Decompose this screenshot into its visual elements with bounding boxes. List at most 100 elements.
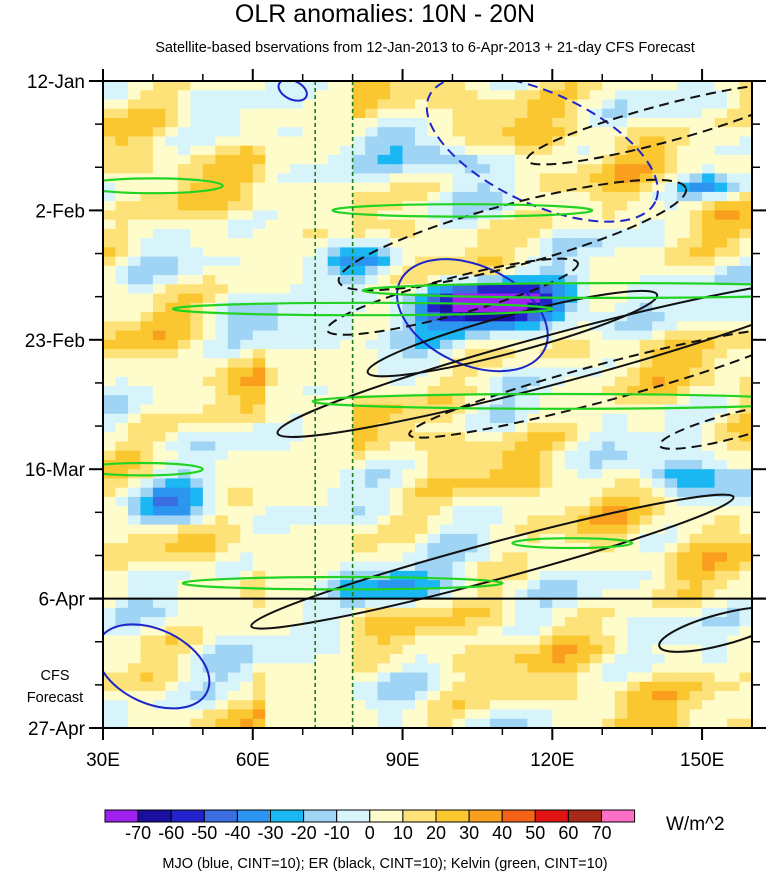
- heat-cell: [240, 275, 254, 285]
- heat-cell: [439, 570, 454, 581]
- heat-cell: [290, 136, 304, 147]
- kelvin-contour: [311, 392, 752, 410]
- heat-cell: [265, 247, 279, 258]
- heat-cell: [190, 404, 204, 415]
- heat-cell: [464, 376, 479, 387]
- colorbar-label: -60: [158, 823, 184, 843]
- heat-cell: [103, 441, 117, 452]
- heat-cell: [627, 422, 641, 433]
- heat-cell: [602, 617, 616, 627]
- heat-cell: [152, 238, 166, 248]
- heat-cell: [577, 99, 591, 110]
- heat-cell: [265, 617, 279, 627]
- heat-cell: [252, 339, 266, 350]
- heat-cell: [714, 709, 728, 720]
- heat-cell: [552, 238, 566, 248]
- heat-cell: [340, 90, 354, 101]
- heat-cell: [202, 312, 216, 322]
- heat-cell: [577, 90, 591, 101]
- heat-cell: [739, 654, 752, 664]
- heat-cell: [464, 108, 479, 119]
- heat-cell: [302, 515, 316, 526]
- heat-cell: [464, 284, 479, 295]
- heat-cell: [439, 469, 454, 480]
- heat-cell: [464, 302, 479, 313]
- heat-cell: [539, 219, 553, 230]
- heat-cell: [552, 478, 566, 489]
- heat-cell: [240, 321, 254, 332]
- heat-cell: [365, 422, 379, 433]
- heat-cell: [152, 127, 166, 138]
- heat-cell: [165, 672, 179, 683]
- heat-cell: [290, 210, 304, 221]
- heat-cell: [152, 395, 166, 406]
- heat-cell: [402, 404, 416, 415]
- heat-cell: [202, 654, 216, 664]
- heat-cell: [739, 386, 752, 396]
- heat-cell: [464, 422, 479, 433]
- heat-cell: [140, 191, 154, 202]
- heat-cell: [152, 293, 166, 304]
- heat-cell: [290, 81, 304, 91]
- heat-cell: [602, 524, 616, 535]
- heat-cell: [714, 173, 728, 184]
- heat-cell: [427, 173, 441, 184]
- heat-cell: [577, 219, 591, 230]
- heat-cell: [627, 321, 641, 332]
- heat-cell: [140, 598, 154, 609]
- heat-cell: [602, 321, 616, 332]
- heat-cell: [103, 210, 117, 221]
- heat-cell: [564, 496, 578, 507]
- heat-cell: [265, 552, 279, 563]
- heat-cell: [577, 580, 591, 590]
- heat-cell: [277, 450, 291, 461]
- heat-cell: [514, 330, 528, 341]
- heat-cell: [240, 108, 254, 119]
- heat-cell: [315, 459, 329, 470]
- heat-cell: [664, 191, 678, 202]
- heat-cell: [190, 496, 204, 507]
- heat-cell: [190, 543, 204, 553]
- heat-cell: [514, 413, 528, 424]
- heat-cell: [477, 413, 491, 424]
- heat-cell: [427, 681, 441, 692]
- heat-cell: [202, 99, 216, 110]
- heat-cell: [152, 256, 166, 267]
- heat-cell: [302, 654, 316, 664]
- heat-cell: [689, 469, 703, 480]
- heat-cell: [577, 570, 591, 581]
- heat-cell: [614, 570, 628, 581]
- heat-cell: [227, 598, 241, 609]
- heat-cell: [652, 247, 666, 258]
- heat-cell: [390, 718, 404, 728]
- kelvin-contour: [171, 301, 554, 317]
- heat-cell: [302, 238, 316, 248]
- heat-cell: [552, 672, 566, 683]
- heat-cell: [539, 635, 553, 646]
- heat-cell: [527, 376, 541, 387]
- heat-cell: [564, 182, 578, 193]
- heat-cell: [664, 302, 678, 313]
- heat-cell: [402, 589, 416, 600]
- heat-cell: [427, 598, 441, 609]
- heat-cell: [614, 108, 628, 119]
- heat-cell: [427, 487, 441, 498]
- heat-cell: [639, 506, 653, 517]
- heat-cell: [265, 164, 279, 175]
- heat-cell: [714, 478, 728, 489]
- heat-cell: [727, 173, 741, 184]
- heat-cell: [739, 330, 752, 341]
- heat-cell: [252, 395, 266, 406]
- heat-cell: [302, 339, 316, 350]
- heat-cell: [527, 90, 541, 101]
- heat-cell: [377, 617, 391, 627]
- heat-cell: [215, 543, 229, 553]
- heat-cell: [177, 589, 191, 600]
- heat-cell: [702, 349, 716, 359]
- heat-cell: [115, 598, 129, 609]
- heat-cell: [352, 691, 366, 701]
- heat-cell: [589, 219, 603, 230]
- heat-cell: [177, 247, 191, 258]
- heat-cell: [502, 543, 516, 553]
- heat-cell: [140, 635, 154, 646]
